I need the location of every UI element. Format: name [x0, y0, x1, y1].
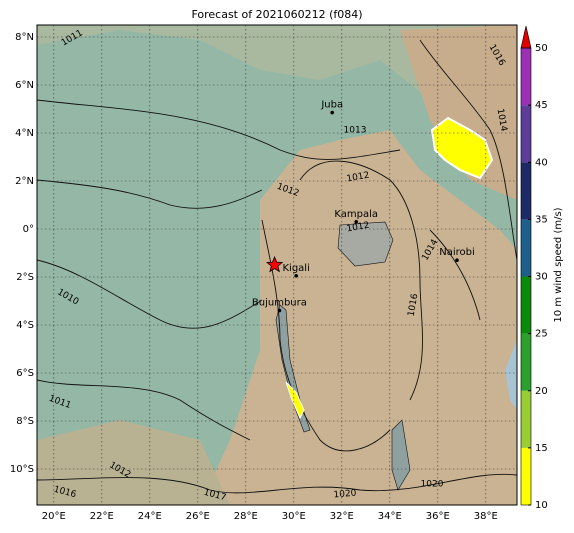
- location-star: [265, 255, 284, 273]
- city-label: Kigali: [283, 263, 310, 274]
- contour-label: 1020: [333, 488, 357, 500]
- contour-label: 1016: [407, 293, 421, 318]
- colorbar-tick-label: 25: [535, 329, 548, 340]
- city-label: Juba: [320, 100, 343, 111]
- colorbar-tick-label: 10: [535, 500, 548, 511]
- y-tick-label: 8°N: [15, 32, 34, 43]
- city-dot: [330, 110, 335, 115]
- y-tick-label: 6°S: [16, 368, 34, 379]
- city-label: Kampala: [334, 209, 378, 220]
- y-tick-label: 8°S: [16, 416, 34, 427]
- x-tick-label: 24°E: [138, 511, 162, 522]
- x-tick-label: 34°E: [378, 511, 402, 522]
- wind-speed-area: [285, 381, 305, 420]
- x-tick-label: 32°E: [330, 511, 354, 522]
- grid: [37, 25, 517, 505]
- y-tick-label: 2°N: [15, 176, 34, 187]
- city-label: Bujumbura: [252, 298, 307, 309]
- colorbar-tick-label: 45: [535, 100, 548, 111]
- colorbar-segment: [521, 276, 531, 334]
- y-tick-label: 6°N: [15, 80, 34, 91]
- x-tick-label: 22°E: [90, 511, 114, 522]
- city-dot: [277, 308, 282, 313]
- city-dot: [455, 258, 459, 263]
- y-tick-label: 10°S: [10, 464, 34, 475]
- contour-label: 1013: [344, 126, 367, 136]
- colorbar-segment: [521, 447, 531, 505]
- x-tick-label: 38°E: [474, 511, 498, 522]
- city-dot: [354, 220, 359, 224]
- x-tick-label: 26°E: [186, 511, 210, 522]
- colorbar-segment: [521, 219, 531, 277]
- colorbar-segment: [521, 162, 531, 220]
- y-tick-label: 4°N: [15, 128, 34, 139]
- contour-label: 1012: [346, 221, 370, 235]
- contours: [37, 39, 517, 494]
- colorbar-tick-label: 35: [535, 214, 548, 225]
- city-label: Nairobi: [439, 247, 475, 258]
- colorbar-tick-label: 30: [535, 272, 548, 283]
- colorbar-segment: [521, 333, 531, 391]
- x-tick-label: 28°E: [234, 511, 258, 522]
- x-tick-label: 36°E: [426, 511, 450, 522]
- colorbar-tick-label: 50: [535, 43, 548, 54]
- x-tick-label: 20°E: [42, 511, 66, 522]
- contour-label: 1014: [495, 108, 509, 133]
- map-frame: [36, 24, 518, 506]
- y-tick-label: 4°S: [16, 320, 34, 331]
- colorbar-segment: [521, 105, 531, 163]
- city-dot: [294, 274, 299, 278]
- x-tick-label: 30°E: [282, 511, 306, 522]
- colorbar-extend: [520, 25, 532, 49]
- colorbar-segment: [521, 390, 531, 448]
- contour-label: 1020: [421, 480, 444, 490]
- colorbar-label: 10 m wind speed (m/s): [553, 207, 564, 322]
- colorbar: 10 15 20 25 30 35 40 45 50: [520, 25, 548, 511]
- colorbar-tick-label: 15: [535, 443, 548, 454]
- y-tick-label: 2°S: [16, 272, 34, 283]
- colorbar-tick-label: 20: [535, 386, 548, 397]
- title: Forecast of 2021060212 (f084): [191, 8, 362, 21]
- terrain: [37, 25, 517, 505]
- colorbar-segment: [521, 48, 531, 106]
- contour-label: 1012: [346, 171, 370, 185]
- colorbar-tick-label: 40: [535, 157, 548, 168]
- y-tick-label: 0°: [23, 224, 34, 235]
